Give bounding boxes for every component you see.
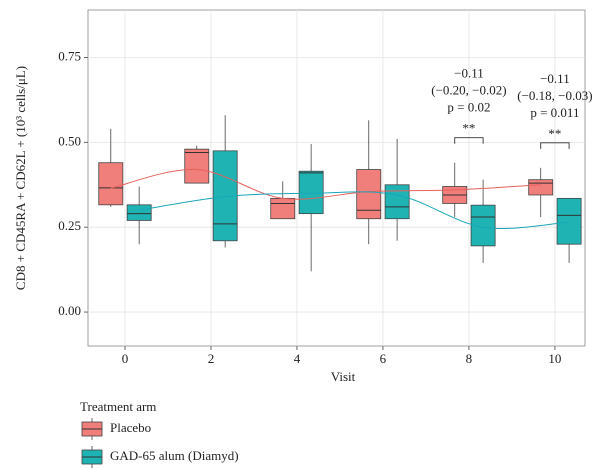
box [470, 204, 496, 247]
significance-label: ** [462, 121, 475, 136]
legend-title: Treatment arm [80, 399, 156, 414]
x-tick-label: 10 [548, 351, 561, 366]
significance-bracket [454, 137, 484, 144]
y-tick-label: 0.25 [58, 218, 81, 233]
legend-label: GAD-65 alum (Diamyd) [110, 448, 239, 463]
plot-panel [87, 9, 586, 347]
annotation-text: −0.11 [454, 66, 484, 81]
box [528, 179, 554, 196]
y-tick-label: 0.00 [58, 303, 81, 318]
box [98, 162, 124, 206]
y-tick-label: 0.50 [58, 133, 81, 148]
box [356, 169, 382, 220]
smooth-line [139, 191, 570, 230]
annotation-text: (−0.18, −0.03) [517, 88, 592, 103]
y-tick-label: 0.75 [58, 48, 81, 63]
smooth-line [110, 169, 541, 200]
x-axis-label: Visit [331, 369, 356, 384]
annotation-text: −0.11 [540, 71, 570, 86]
x-tick-label: 4 [294, 351, 301, 366]
legend-label: Placebo [110, 420, 151, 435]
box [184, 148, 210, 184]
significance-bracket [540, 142, 570, 149]
annotation-text: p = 0.02 [447, 100, 490, 115]
x-tick-label: 2 [208, 351, 215, 366]
box [556, 197, 582, 245]
annotation-text: (−0.20, −0.02) [431, 83, 506, 98]
annotation-text: p = 0.011 [530, 105, 579, 120]
box [270, 197, 296, 220]
box [126, 204, 152, 221]
x-tick-label: 6 [380, 351, 387, 366]
significance-label: ** [548, 126, 561, 141]
box [298, 170, 324, 215]
box [384, 184, 410, 220]
x-tick-label: 0 [122, 351, 129, 366]
x-tick-label: 8 [466, 351, 473, 366]
y-axis-label: CD8 + CD45RA + CD62L + (10³ cells/μL) [13, 66, 28, 290]
